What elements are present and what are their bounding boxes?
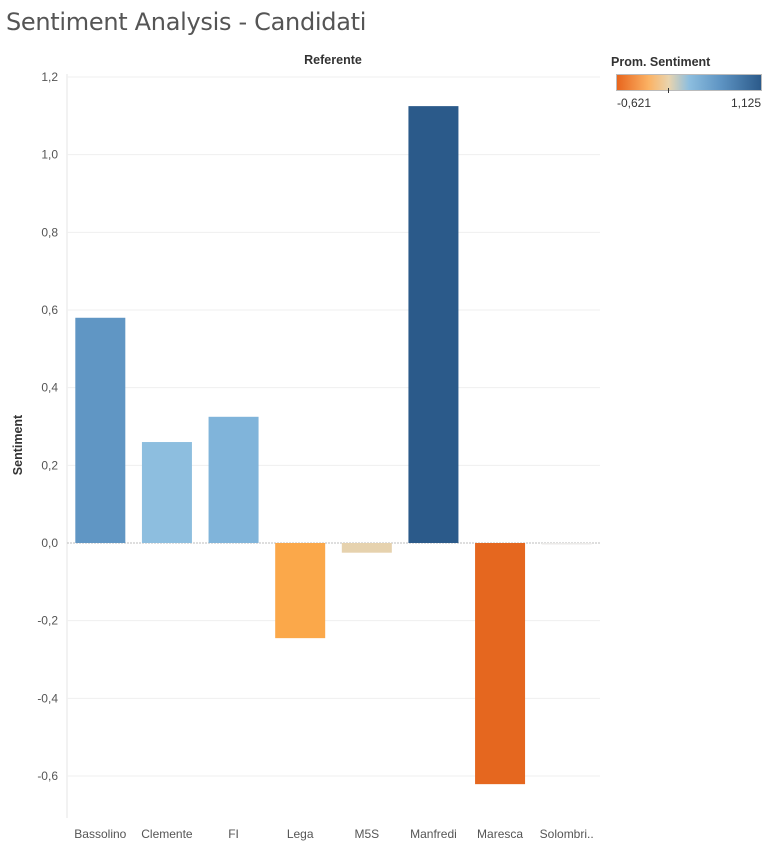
bar-solombri[interactable] [541,543,592,545]
x-tick-label: Lega [287,827,314,841]
legend-title: Prom. Sentiment [611,55,711,69]
bar-manfredi[interactable] [408,106,459,543]
bar-m5s[interactable] [341,543,392,553]
x-tick-label: Clemente [141,827,193,841]
x-tick-label: Maresca [477,827,523,841]
bar-clemente[interactable] [141,442,192,543]
color-legend-gradient[interactable] [616,74,762,91]
x-tick-label: Bassolino [74,827,126,841]
bars [75,106,592,785]
x-tick-label: M5S [354,827,379,841]
x-tick-label: FI [228,827,239,841]
y-tick-label: 1,0 [41,148,58,162]
column-header: Referente [304,53,362,67]
y-tick-label: 0,8 [41,225,58,239]
y-tick-label: 0,6 [41,303,58,317]
x-tick-label: Solombri.. [540,827,594,841]
y-axis-label: Sentiment [11,414,25,475]
x-axis: Bassolino Clemente FI Lega M5S Manfredi Maresc… [74,827,593,841]
y-tick-label: -0,4 [37,691,58,705]
bar-fi[interactable] [208,416,259,543]
y-tick-label: 0,2 [41,458,58,472]
y-tick-label: -0,2 [37,614,58,628]
y-tick-label: 0,4 [41,381,58,395]
y-tick-label: -0,6 [37,769,58,783]
legend-max-label: 1,125 [730,96,761,110]
x-tick-label: Manfredi [410,827,457,841]
bar-bassolino[interactable] [75,317,126,543]
legend-min-label: -0,621 [617,96,652,110]
y-axis: 1,2 1,0 0,8 0,6 0,4 0,2 0,0 -0,2 -0,4 -0,6 [37,70,58,783]
chart-title: Sentiment Analysis - Candidati [6,8,367,36]
y-tick-label: 1,2 [41,70,58,84]
y-tick-label: 0,0 [41,536,58,550]
bar-maresca[interactable] [475,543,526,785]
bar-lega[interactable] [275,543,326,639]
legend-zero-tick [668,88,669,93]
